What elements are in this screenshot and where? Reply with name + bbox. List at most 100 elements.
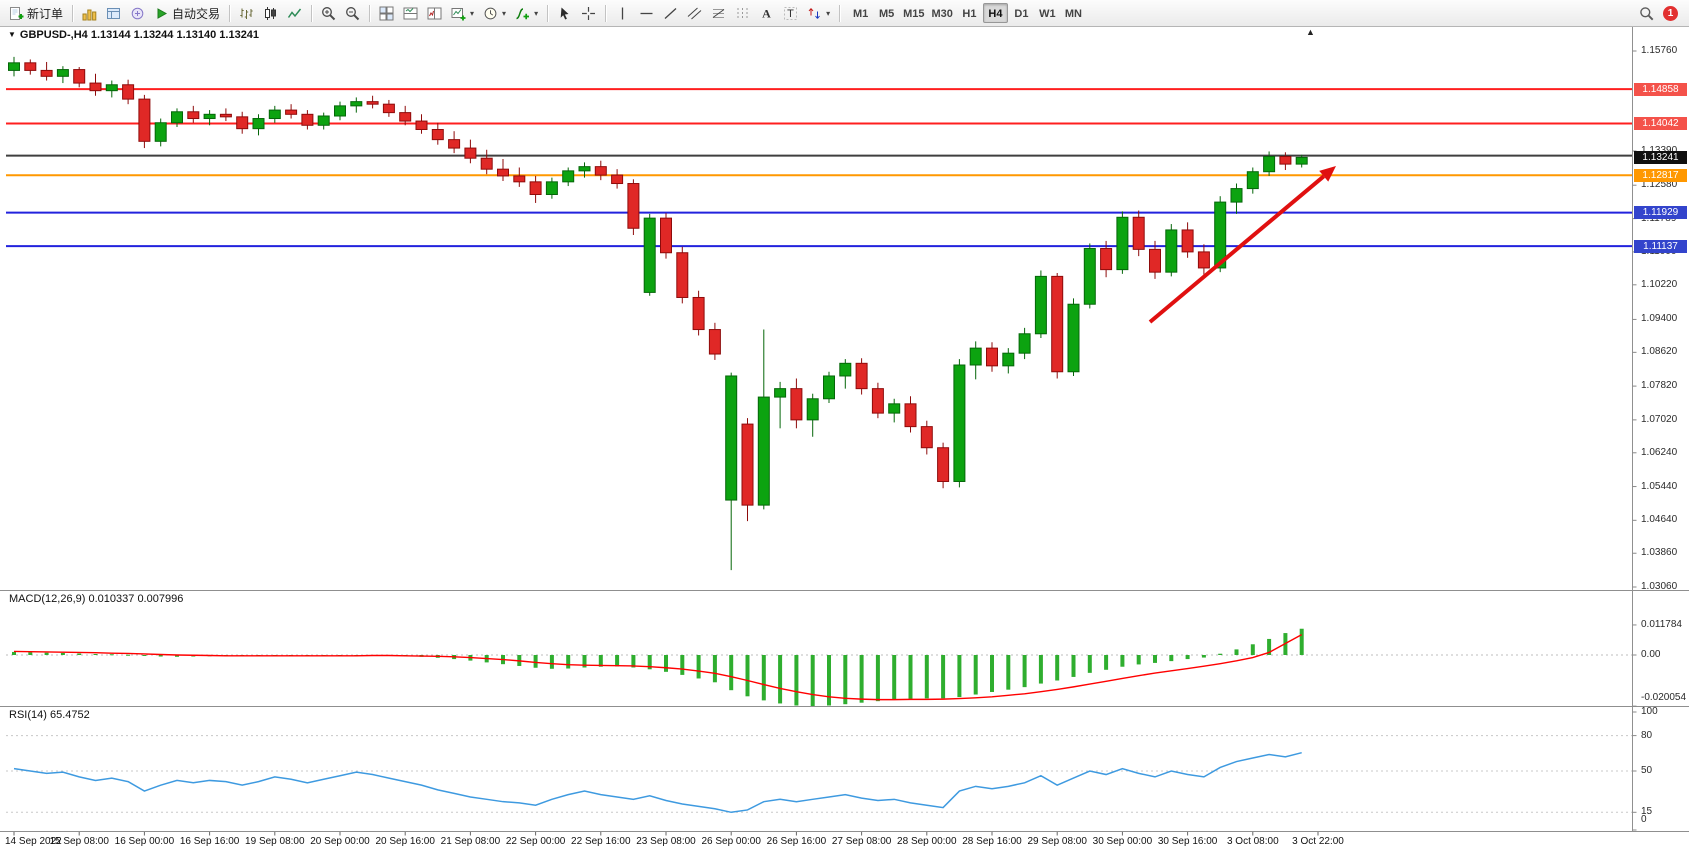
time-axis-label: 21 Sep 08:00 xyxy=(440,836,501,847)
periods-button[interactable]: ▾ xyxy=(479,3,510,24)
rsi-value: 65.4752 xyxy=(49,709,90,721)
time-axis-label: 28 Sep 00:00 xyxy=(897,836,957,847)
vertical-line-icon xyxy=(615,6,630,21)
timeframe-group: M1 M5 M15 M30 H1 H4 D1 W1 MN xyxy=(848,3,1086,23)
rsi-axis-label: 0 xyxy=(1641,814,1647,825)
macd-axis-label: 0.00 xyxy=(1641,649,1661,660)
bar-chart-button[interactable] xyxy=(235,3,258,24)
tile-windows-button[interactable] xyxy=(375,3,398,24)
svg-text:A: A xyxy=(762,6,771,20)
fibonacci-button[interactable] xyxy=(707,3,730,24)
tile-windows-icon xyxy=(379,6,394,21)
time-axis-label: 22 Sep 16:00 xyxy=(571,836,631,847)
market-watch-icon xyxy=(106,6,121,21)
text-icon: A xyxy=(759,6,774,21)
tf-button-m1[interactable]: M1 xyxy=(848,3,873,23)
macd-axis-label: -0.020054 xyxy=(1641,692,1687,703)
crosshair-icon xyxy=(581,6,596,21)
search-button[interactable] xyxy=(1635,3,1658,24)
data-window-button[interactable] xyxy=(126,3,149,24)
chevron-down-icon: ▾ xyxy=(470,8,475,18)
time-axis-label: 16 Sep 00:00 xyxy=(114,836,175,847)
zoom-out-button[interactable] xyxy=(341,3,364,24)
time-axis-label: 23 Sep 08:00 xyxy=(636,836,696,847)
price-axis-label: 1.03860 xyxy=(1641,547,1678,559)
data-window-icon xyxy=(130,6,145,21)
tf-button-m15[interactable]: M15 xyxy=(900,3,927,23)
macd-value-signal: 0.007996 xyxy=(137,593,184,605)
price-axis-label: 1.10220 xyxy=(1641,278,1678,290)
tf-button-h4[interactable]: H4 xyxy=(982,3,1008,23)
arrange-vertical-button[interactable] xyxy=(423,3,446,24)
horizontal-line-button[interactable] xyxy=(635,3,658,24)
clock-icon xyxy=(483,6,498,21)
tf-button-d1[interactable]: D1 xyxy=(1009,3,1034,23)
toolbar-separator xyxy=(839,4,841,22)
bar-chart-icon xyxy=(239,6,254,21)
tf-button-m5[interactable]: M5 xyxy=(874,3,899,23)
line-chart-button[interactable] xyxy=(283,3,306,24)
time-axis-label: 15 Sep 08:00 xyxy=(49,836,109,847)
rsi-indicator-label: RSI(14) 65.4752 xyxy=(9,709,90,721)
macd-signal-line xyxy=(13,633,1303,701)
charts-grid-icon xyxy=(82,6,97,21)
new-chart-button[interactable]: ▾ xyxy=(447,3,478,24)
tf-button-w1[interactable]: W1 xyxy=(1035,3,1060,23)
cursor-button[interactable] xyxy=(553,3,576,24)
rsi-line xyxy=(13,751,1302,814)
tf-button-m30[interactable]: M30 xyxy=(929,3,956,23)
time-axis-label: 28 Sep 16:00 xyxy=(962,836,1022,847)
cycle-lines-icon xyxy=(735,6,750,21)
new-order-button[interactable]: 新订单 xyxy=(5,3,67,24)
candles xyxy=(8,56,1308,571)
market-watch-button[interactable] xyxy=(102,3,125,24)
trend-arrow-head[interactable] xyxy=(1319,166,1336,182)
text-button[interactable]: A xyxy=(755,3,778,24)
toolbar-separator xyxy=(72,4,74,22)
chevron-down-icon: ▾ xyxy=(502,8,507,18)
text-label-button[interactable]: T xyxy=(779,3,802,24)
tf-button-mn[interactable]: MN xyxy=(1061,3,1086,23)
symbol-expand-icon[interactable]: ▼ xyxy=(8,30,16,39)
rsi-axis-label: 50 xyxy=(1641,765,1653,776)
indicators-button[interactable]: ▾ xyxy=(511,3,542,24)
toolbar: 新订单 自动交易 ▾ ▾ ▾ A T ▾ xyxy=(0,0,1689,27)
chevron-down-icon: ▾ xyxy=(826,8,831,18)
cursor-icon xyxy=(557,6,572,21)
cycle-lines-button[interactable] xyxy=(731,3,754,24)
toolbar-separator xyxy=(605,4,607,22)
notification-badge[interactable]: 1 xyxy=(1663,5,1678,21)
symbol-name: GBPUSD-,H4 xyxy=(19,29,88,41)
zoom-in-button[interactable] xyxy=(317,3,340,24)
macd-indicator-label: MACD(12,26,9) 0.010337 0.007996 xyxy=(9,593,183,605)
autotrading-button[interactable]: 自动交易 xyxy=(150,3,224,24)
trendline-icon xyxy=(663,6,678,21)
tf-button-h1[interactable]: H1 xyxy=(957,3,982,23)
rsi-axis-label: 15 xyxy=(1641,806,1653,818)
time-axis-label: 30 Sep 00:00 xyxy=(1092,836,1153,847)
scroll-to-end-icon[interactable]: ▲ xyxy=(1306,27,1315,37)
trendline-button[interactable] xyxy=(659,3,682,24)
arrange-horizontal-button[interactable] xyxy=(399,3,422,24)
price-axis-label: 1.04640 xyxy=(1641,514,1678,526)
time-axis-label: 26 Sep 00:00 xyxy=(701,836,761,847)
price-axis-label: 1.08620 xyxy=(1641,346,1678,358)
svg-text:T: T xyxy=(787,8,794,20)
candlestick-chart-button[interactable] xyxy=(259,3,282,24)
zoom-out-icon xyxy=(345,6,360,21)
crosshair-button[interactable] xyxy=(577,3,600,24)
zoom-in-icon xyxy=(321,6,336,21)
toolbar-separator xyxy=(229,4,231,22)
vertical-line-button[interactable] xyxy=(611,3,634,24)
indicators-icon xyxy=(515,6,530,21)
chart-symbol-label: ▼ GBPUSD-,H4 1.13144 1.13244 1.13140 1.13… xyxy=(8,29,259,41)
charts-grid-button[interactable] xyxy=(78,3,101,24)
time-axis-label: 26 Sep 16:00 xyxy=(766,836,827,847)
time-axis-label: 19 Sep 08:00 xyxy=(245,836,305,847)
channel-button[interactable] xyxy=(683,3,706,24)
arrows-button[interactable]: ▾ xyxy=(803,3,834,24)
price-tag: 1.11137 xyxy=(1634,239,1687,253)
price-tag: 1.11929 xyxy=(1634,206,1687,220)
trend-arrow-line[interactable] xyxy=(1148,174,1326,324)
